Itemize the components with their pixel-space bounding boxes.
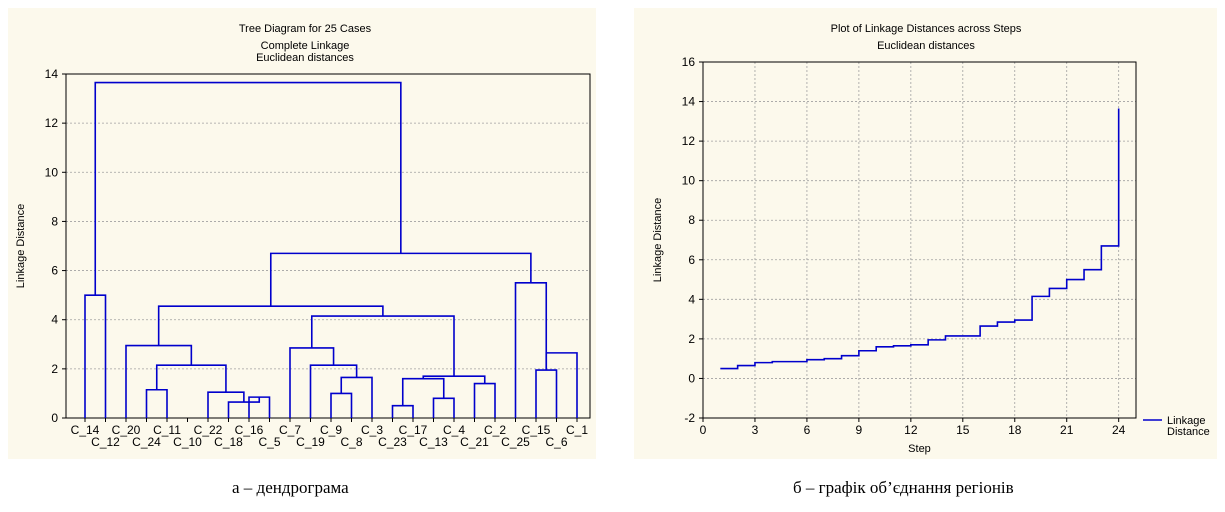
dendrogram-link <box>422 375 486 384</box>
dendrogram-link <box>145 388 168 418</box>
x-tick-label: 24 <box>1112 423 1126 437</box>
y-tick-label: 4 <box>51 313 58 327</box>
leaf-label-c14: C_14 <box>71 423 100 437</box>
y-tick-label: -2 <box>684 411 695 425</box>
dendrogram-link <box>289 347 335 418</box>
dendrogram-link <box>207 391 245 418</box>
dendrogram-link <box>125 344 193 418</box>
legend-label: Linkage <box>1167 415 1206 427</box>
chart-subtitle: Euclidean distances <box>877 40 975 52</box>
y-tick-label: 16 <box>682 55 696 69</box>
dendrogram-link <box>157 305 384 346</box>
y-tick-label: 10 <box>45 165 59 179</box>
leaf-label-c19: C_19 <box>296 435 325 449</box>
series-line-linkage-distance <box>720 108 1120 370</box>
leaf-label-c12: C_12 <box>91 435 120 449</box>
leaf-label-c6: C_6 <box>545 435 567 449</box>
dendrogram-link <box>401 377 445 406</box>
leaf-label-c24: C_24 <box>132 435 161 449</box>
y-tick-label: 0 <box>688 371 695 385</box>
leaf-label-c23: C_23 <box>378 435 407 449</box>
y-tick-label: 4 <box>688 292 695 306</box>
y-tick-label: 12 <box>682 134 696 148</box>
chart-title: Tree Diagram for 25 Cases <box>239 23 372 35</box>
leaf-label-c13: C_13 <box>419 435 448 449</box>
linkage-step-chart: Plot of Linkage Distances across Steps Eu… <box>652 23 1210 455</box>
dendrogram-link <box>514 282 548 418</box>
y-tick-label: 8 <box>688 213 695 227</box>
dendrogram-link <box>340 376 373 418</box>
legend-label: Distance <box>1167 426 1210 438</box>
x-tick-label: 9 <box>856 423 863 437</box>
plot-frame <box>65 73 591 419</box>
x-tick-label: 6 <box>804 423 811 437</box>
dendrogram-panel: Tree Diagram for 25 Cases Complete Linkag… <box>8 8 596 459</box>
x-tick-label: 3 <box>752 423 759 437</box>
y-tick-label: 8 <box>51 214 58 228</box>
leaf-label-c9: C_9 <box>320 423 342 437</box>
leaf-label-c7: C_7 <box>279 423 301 437</box>
dendrogram-link <box>330 392 353 418</box>
leaf-label-c22: C_22 <box>194 423 223 437</box>
dendrogram-link <box>432 397 455 418</box>
dendrogram-link <box>84 294 107 418</box>
leaf-label-c25: C_25 <box>501 435 530 449</box>
chart-subtitle: Euclidean distances <box>256 52 354 64</box>
y-tick-label: 0 <box>51 411 58 425</box>
dendrogram-link <box>310 315 455 377</box>
dendrogram-link <box>473 382 496 418</box>
dendrogram-link <box>94 81 402 296</box>
y-axis-label: Linkage Distance <box>15 204 27 288</box>
leaf-label-c17: C_17 <box>399 423 428 437</box>
y-tick-label: 14 <box>45 67 59 81</box>
y-tick-label: 6 <box>51 264 58 278</box>
leaf-label-c10: C_10 <box>173 435 202 449</box>
x-tick-label: 12 <box>904 423 918 437</box>
leaf-label-c21: C_21 <box>460 435 489 449</box>
x-tick-label: 15 <box>956 423 970 437</box>
leaf-label-c16: C_16 <box>235 423 264 437</box>
leaf-label-c8: C_8 <box>340 435 362 449</box>
x-tick-label: 0 <box>700 423 707 437</box>
y-axis-label: Linkage Distance <box>652 198 664 282</box>
chart-title: Plot of Linkage Distances across Steps <box>831 23 1022 35</box>
leaf-label-c2: C_2 <box>484 423 506 437</box>
dendrogram-link <box>545 352 578 418</box>
leaf-label-c4: C_4 <box>443 423 465 437</box>
y-tick-label: 6 <box>688 253 695 267</box>
plot-frame <box>702 61 1137 419</box>
leaf-label-c15: C_15 <box>522 423 551 437</box>
leaf-label-c18: C_18 <box>214 435 243 449</box>
x-tick-label: 18 <box>1008 423 1022 437</box>
caption-linkage-plot: б – графік об’єднання регіонів <box>793 478 1014 497</box>
leaf-label-c3: C_3 <box>361 423 383 437</box>
chart-subtitle: Complete Linkage <box>261 40 350 52</box>
dendrogram-link <box>391 404 414 418</box>
leaf-label-c5: C_5 <box>258 435 280 449</box>
leaf-label-c11: C_11 <box>153 423 181 437</box>
y-tick-label: 12 <box>45 116 59 130</box>
dendrogram-link <box>309 364 358 418</box>
leaf-label-c1: C_1 <box>566 423 588 437</box>
linkage-plot-panel: Plot of Linkage Distances across Steps Eu… <box>634 8 1217 459</box>
y-tick-label: 2 <box>688 332 695 346</box>
x-tick-label: 21 <box>1060 423 1074 437</box>
leaf-label-c20: C_20 <box>112 423 141 437</box>
caption-dendrogram: а – дендрограма <box>232 478 349 497</box>
dendrogram-link <box>269 252 532 307</box>
dendrogram-chart: Tree Diagram for 25 Cases Complete Linkag… <box>15 23 591 449</box>
y-tick-label: 10 <box>682 174 696 188</box>
dendrogram-link <box>535 369 558 418</box>
x-axis-label: Step <box>908 443 931 455</box>
y-tick-label: 14 <box>682 95 696 109</box>
y-tick-label: 2 <box>51 362 58 376</box>
